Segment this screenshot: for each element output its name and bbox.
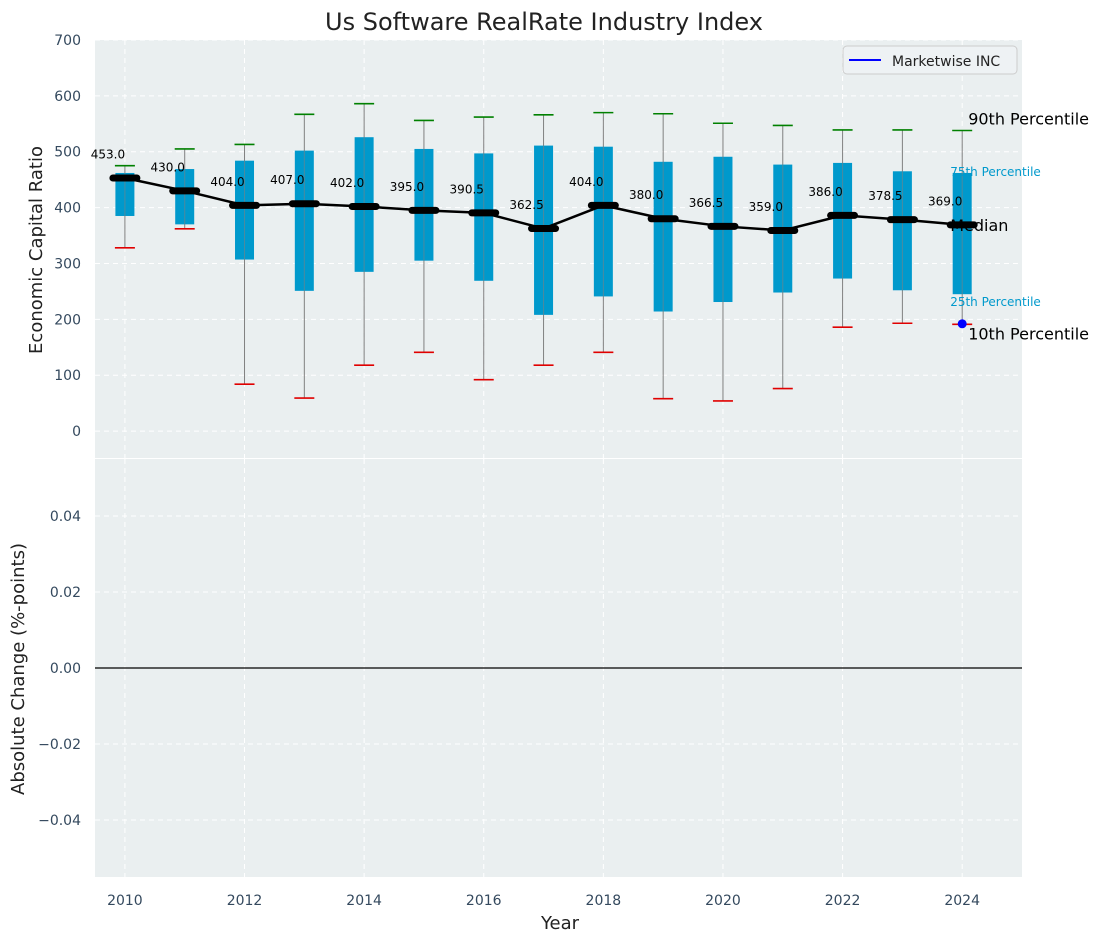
xtick-label: 2014: [346, 893, 382, 909]
median-label: 366.5: [689, 196, 723, 210]
bottom-ylabel: Absolute Change (%-points): [8, 543, 29, 795]
annotation-p90: 90th Percentile: [968, 110, 1089, 129]
median-label: 404.0: [210, 175, 244, 189]
annotation-p25: 25th Percentile: [950, 295, 1041, 309]
xtick-label: 2016: [466, 893, 502, 909]
median-label: 359.0: [749, 200, 783, 214]
top-ytick-label: 400: [54, 201, 81, 217]
median-label: 386.0: [808, 185, 842, 199]
annotation-p75: 75th Percentile: [950, 165, 1041, 179]
top-ytick-label: 600: [54, 89, 81, 105]
median-label: 404.0: [569, 175, 603, 189]
bottom-panel: −0.04 −0.02 0.00 0.02 0.04 2010 2012 2014 2016 20…: [38, 459, 1022, 909]
legend-label: Marketwise INC: [892, 54, 1000, 70]
median-label: 395.0: [390, 180, 424, 194]
median-label: 453.0: [91, 147, 125, 161]
top-ytick-label: 700: [54, 33, 81, 49]
xtick-label: 2018: [586, 893, 622, 909]
median-label: 378.5: [868, 189, 902, 203]
bottom-ytick-label: −0.02: [38, 737, 81, 753]
top-ytick-label: 100: [54, 368, 81, 384]
top-ytick-label: 200: [54, 312, 81, 328]
bottom-xlabel: Year: [540, 913, 580, 934]
bottom-ytick-label: 0.02: [50, 585, 81, 601]
median-label: 380.0: [629, 188, 663, 202]
bottom-ytick-label: 0.04: [50, 509, 81, 525]
xtick-label: 2010: [107, 893, 143, 909]
chart-title: Us Software RealRate Industry Index: [325, 8, 763, 36]
xtick-label: 2022: [825, 893, 861, 909]
median-label: 369.0: [928, 194, 962, 208]
annotation-p10: 10th Percentile: [968, 324, 1089, 343]
bottom-ytick-label: −0.04: [38, 813, 81, 829]
top-ylabel: Economic Capital Ratio: [26, 146, 47, 354]
median-label: 407.0: [270, 173, 304, 187]
xtick-label: 2012: [227, 893, 263, 909]
legend: Marketwise INC: [842, 45, 1018, 75]
median-label: 402.0: [330, 176, 364, 190]
company-marker: [957, 319, 967, 329]
median-label: 390.5: [450, 182, 484, 196]
top-ytick-label: 300: [54, 256, 81, 272]
top-ytick-label: 500: [54, 145, 81, 161]
annotation-median: Median: [950, 216, 1008, 235]
xtick-label: 2024: [944, 893, 980, 909]
legend-box: [842, 45, 1018, 75]
top-panel: 0 100 200 300 400 500 600 700 453.0 430.0 404.0 407…: [54, 33, 1089, 460]
top-plot-background: [95, 40, 1022, 459]
xtick-label: 2020: [705, 893, 741, 909]
bottom-ytick-label: 0.00: [50, 661, 81, 677]
median-label: 362.5: [509, 198, 543, 212]
median-label: 430.0: [151, 160, 185, 174]
top-ytick-label: 0: [72, 424, 81, 440]
